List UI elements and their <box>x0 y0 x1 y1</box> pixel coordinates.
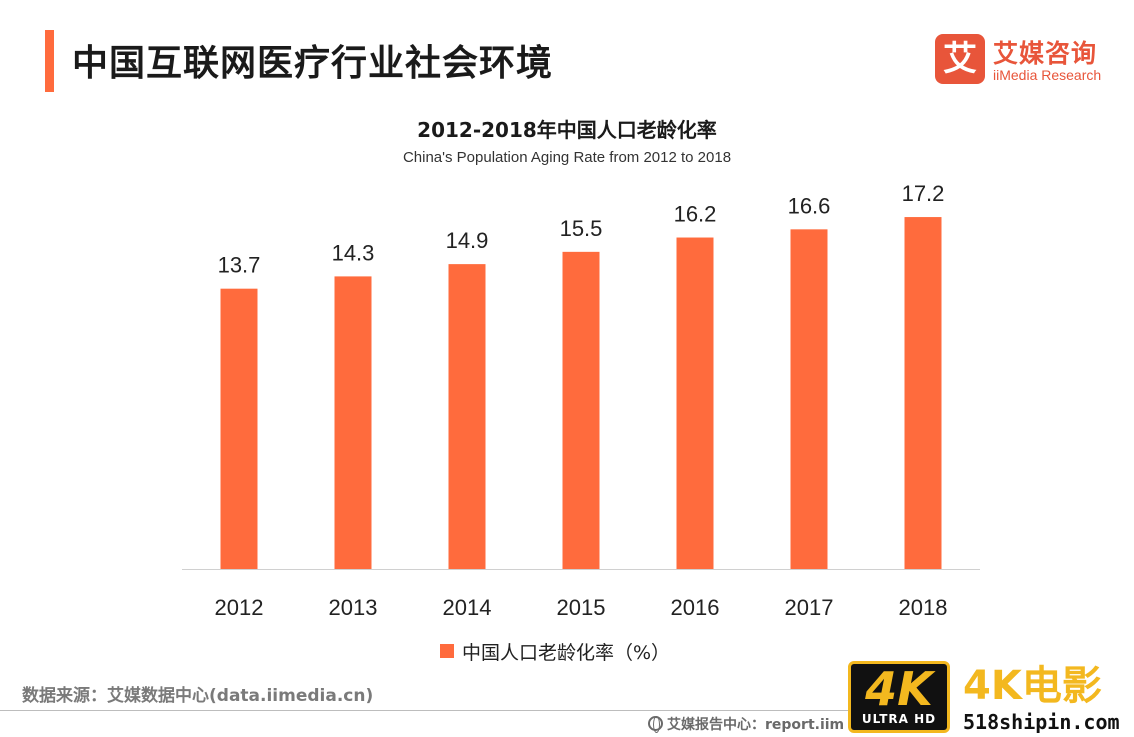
logo-mark-icon: 艾 <box>935 34 985 84</box>
watermark-title: 4K电影 <box>963 663 1102 709</box>
bar-2012 <box>220 288 258 569</box>
data-label-2013: 14.3 <box>332 240 375 265</box>
x-tick-label-2015: 2015 <box>557 595 606 620</box>
logo-name-cn: 艾媒咨询 <box>993 39 1098 68</box>
x-tick-label-2018: 2018 <box>899 595 948 620</box>
page-title: 中国互联网医疗行业社会环境 <box>72 43 554 84</box>
bar-2018 <box>904 217 942 570</box>
x-tick-label-2012: 2012 <box>215 595 264 620</box>
data-label-2014: 14.9 <box>446 228 489 253</box>
chart-title: 2012-2018年中国人口老龄化率 <box>417 118 717 142</box>
bar-2017 <box>790 229 828 570</box>
legend-swatch <box>440 644 454 658</box>
data-label-2012: 13.7 <box>218 253 261 278</box>
footer-divider <box>0 710 850 711</box>
data-label-2015: 15.5 <box>560 216 603 241</box>
bar-2016 <box>676 237 714 569</box>
legend-label: 中国人口老龄化率（%） <box>462 642 671 664</box>
x-tick-label-2013: 2013 <box>329 595 378 620</box>
watermark-badge-sub: ULTRA HD <box>861 712 937 726</box>
report-center: 艾媒报告中心：report.iim <box>648 714 844 734</box>
watermark-4k-badge: 4K ULTRA HD <box>848 661 950 733</box>
x-tick-label-2017: 2017 <box>785 595 834 620</box>
x-tick-label-2016: 2016 <box>671 595 720 620</box>
watermark-url: 518shipin.com <box>963 710 1120 734</box>
chart-subtitle: China's Population Aging Rate from 2012 … <box>402 149 732 166</box>
logo-name-en: iiMedia Research <box>993 67 1102 83</box>
data-source: 数据来源：艾媒数据中心(data.iimedia.cn) <box>22 686 374 706</box>
watermark-badge-main: 4K <box>865 662 933 716</box>
data-label-2016: 16.2 <box>674 202 717 227</box>
x-tick-label-2014: 2014 <box>443 595 492 620</box>
title-accent-bar <box>45 30 54 92</box>
bar-2015 <box>562 251 600 569</box>
bar-2014 <box>448 264 486 569</box>
globe-icon <box>648 716 663 733</box>
data-label-2017: 16.6 <box>788 193 831 218</box>
data-label-2018: 17.2 <box>902 181 945 206</box>
bar-2013 <box>334 276 372 569</box>
iimedia-logo: 艾 艾媒咨询 iiMedia Research <box>935 34 1115 86</box>
report-center-text: 艾媒报告中心：report.iim <box>667 717 845 733</box>
